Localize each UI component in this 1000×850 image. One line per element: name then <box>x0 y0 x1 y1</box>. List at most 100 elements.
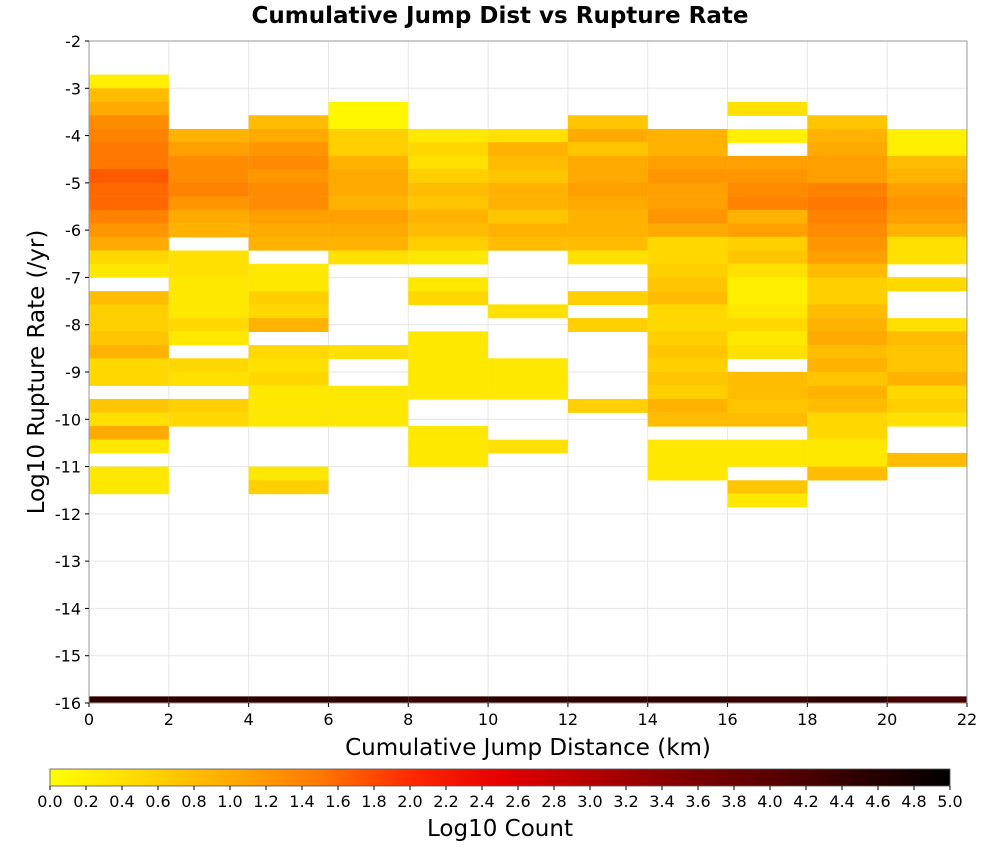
heatmap-cell <box>567 169 648 184</box>
heatmap-cell <box>89 398 169 413</box>
heatmap-cell <box>89 696 169 703</box>
y-tick-label: -5 <box>65 174 81 193</box>
heatmap-cell <box>328 398 409 413</box>
heatmap-cell <box>727 345 808 359</box>
x-tick-label: 18 <box>797 710 817 729</box>
heatmap-cell <box>89 345 169 359</box>
heatmap-cell <box>647 331 728 346</box>
heatmap-cell <box>887 169 967 184</box>
heatmap-cell <box>887 412 967 427</box>
heatmap-cell <box>647 223 728 238</box>
heatmap-cell <box>647 345 728 359</box>
heatmap-cells <box>89 74 967 703</box>
heatmap-cell <box>89 142 169 157</box>
heatmap-cell <box>248 209 329 224</box>
heatmap-cell <box>488 304 568 319</box>
heatmap-cell <box>328 223 409 238</box>
heatmap-cell <box>328 142 409 157</box>
chart-title: Cumulative Jump Dist vs Rupture Rate <box>252 3 749 29</box>
colorbar-tick-label: 0.6 <box>145 792 170 811</box>
heatmap-cell <box>89 236 169 251</box>
y-tick-label: -6 <box>65 221 81 240</box>
heatmap-cell <box>168 182 249 197</box>
heatmap-cell <box>168 291 249 306</box>
x-tick-label: 0 <box>84 710 94 729</box>
heatmap-cell <box>647 277 728 292</box>
heatmap-cell <box>807 223 888 238</box>
heatmap-cell <box>408 182 489 197</box>
y-tick-label: -16 <box>55 694 81 713</box>
colorbar-tick-label: 4.2 <box>793 792 818 811</box>
heatmap-cell <box>488 155 568 170</box>
heatmap-cell <box>647 696 728 703</box>
heatmap-cell <box>89 169 169 184</box>
heatmap-cell <box>89 101 169 116</box>
colorbar-tick-label: 4.8 <box>901 792 926 811</box>
heatmap-cell <box>89 480 169 495</box>
heatmap-cell <box>727 128 808 143</box>
heatmap-cell <box>408 250 489 265</box>
colorbar-tick-label: 5.0 <box>937 792 962 811</box>
colorbar-tick-label: 1.2 <box>253 792 278 811</box>
heatmap-cell <box>488 372 568 386</box>
heatmap-cell <box>727 304 808 319</box>
y-axis-ticks: -2 -3 -4 -5 -6 -7 -8 -9 -10 -11 -12 -13 -14 -15 -16 <box>55 32 89 713</box>
heatmap-cell <box>168 142 249 157</box>
heatmap-cell <box>488 439 568 454</box>
x-tick-label: 22 <box>957 710 977 729</box>
heatmap-cell <box>168 209 249 224</box>
heatmap-cell <box>488 223 568 238</box>
heatmap-cell <box>567 696 648 703</box>
heatmap-cell <box>647 155 728 170</box>
heatmap-cell <box>328 182 409 197</box>
heatmap-cell <box>727 398 808 413</box>
heatmap-cell <box>168 169 249 184</box>
heatmap-cell <box>408 696 489 703</box>
heatmap-cell <box>727 250 808 265</box>
heatmap-cell <box>408 291 489 306</box>
heatmap-cell <box>328 412 409 427</box>
heatmap-cell <box>248 345 329 359</box>
heatmap-cell <box>89 318 169 333</box>
x-tick-label: 12 <box>558 710 578 729</box>
colorbar-tick-label: 0.0 <box>37 792 62 811</box>
heatmap-cell <box>727 412 808 427</box>
heatmap-cell <box>727 452 808 467</box>
heatmap-cell <box>408 169 489 184</box>
heatmap-cell <box>248 277 329 292</box>
y-tick-label: -4 <box>65 127 81 146</box>
heatmap-cell <box>647 128 728 143</box>
heatmap-cell <box>328 250 409 265</box>
x-tick-label: 2 <box>164 710 174 729</box>
colorbar-tick-label: 2.8 <box>541 792 566 811</box>
heatmap-cell <box>807 304 888 319</box>
y-tick-label: -7 <box>65 268 81 287</box>
heatmap-cell <box>89 304 169 319</box>
heatmap-cell <box>168 398 249 413</box>
heatmap-cell <box>647 291 728 306</box>
heatmap-cell <box>408 452 489 467</box>
heatmap-cell <box>248 236 329 251</box>
heatmap-cell <box>488 696 568 703</box>
heatmap-cell <box>807 439 888 454</box>
heatmap-cell <box>647 466 728 481</box>
y-tick-label: -11 <box>55 458 81 477</box>
heatmap-cell <box>248 398 329 413</box>
heatmap-cell <box>567 236 648 251</box>
heatmap-cell <box>887 155 967 170</box>
heatmap-cell <box>647 398 728 413</box>
heatmap-cell <box>248 115 329 130</box>
heatmap-cell <box>887 209 967 224</box>
heatmap-cell <box>328 128 409 143</box>
heatmap-cell <box>807 250 888 265</box>
heatmap-cell <box>248 372 329 386</box>
y-axis-label: Log10 Rupture Rate (/yr) <box>24 230 50 515</box>
colorbar-tick-label: 1.0 <box>217 792 242 811</box>
heatmap-cell <box>807 331 888 346</box>
heatmap-cell <box>647 358 728 373</box>
heatmap-cell <box>727 318 808 333</box>
heatmap-cell <box>807 318 888 333</box>
heatmap-cell <box>168 696 249 703</box>
heatmap-cell <box>647 142 728 157</box>
heatmap-cell <box>647 196 728 211</box>
